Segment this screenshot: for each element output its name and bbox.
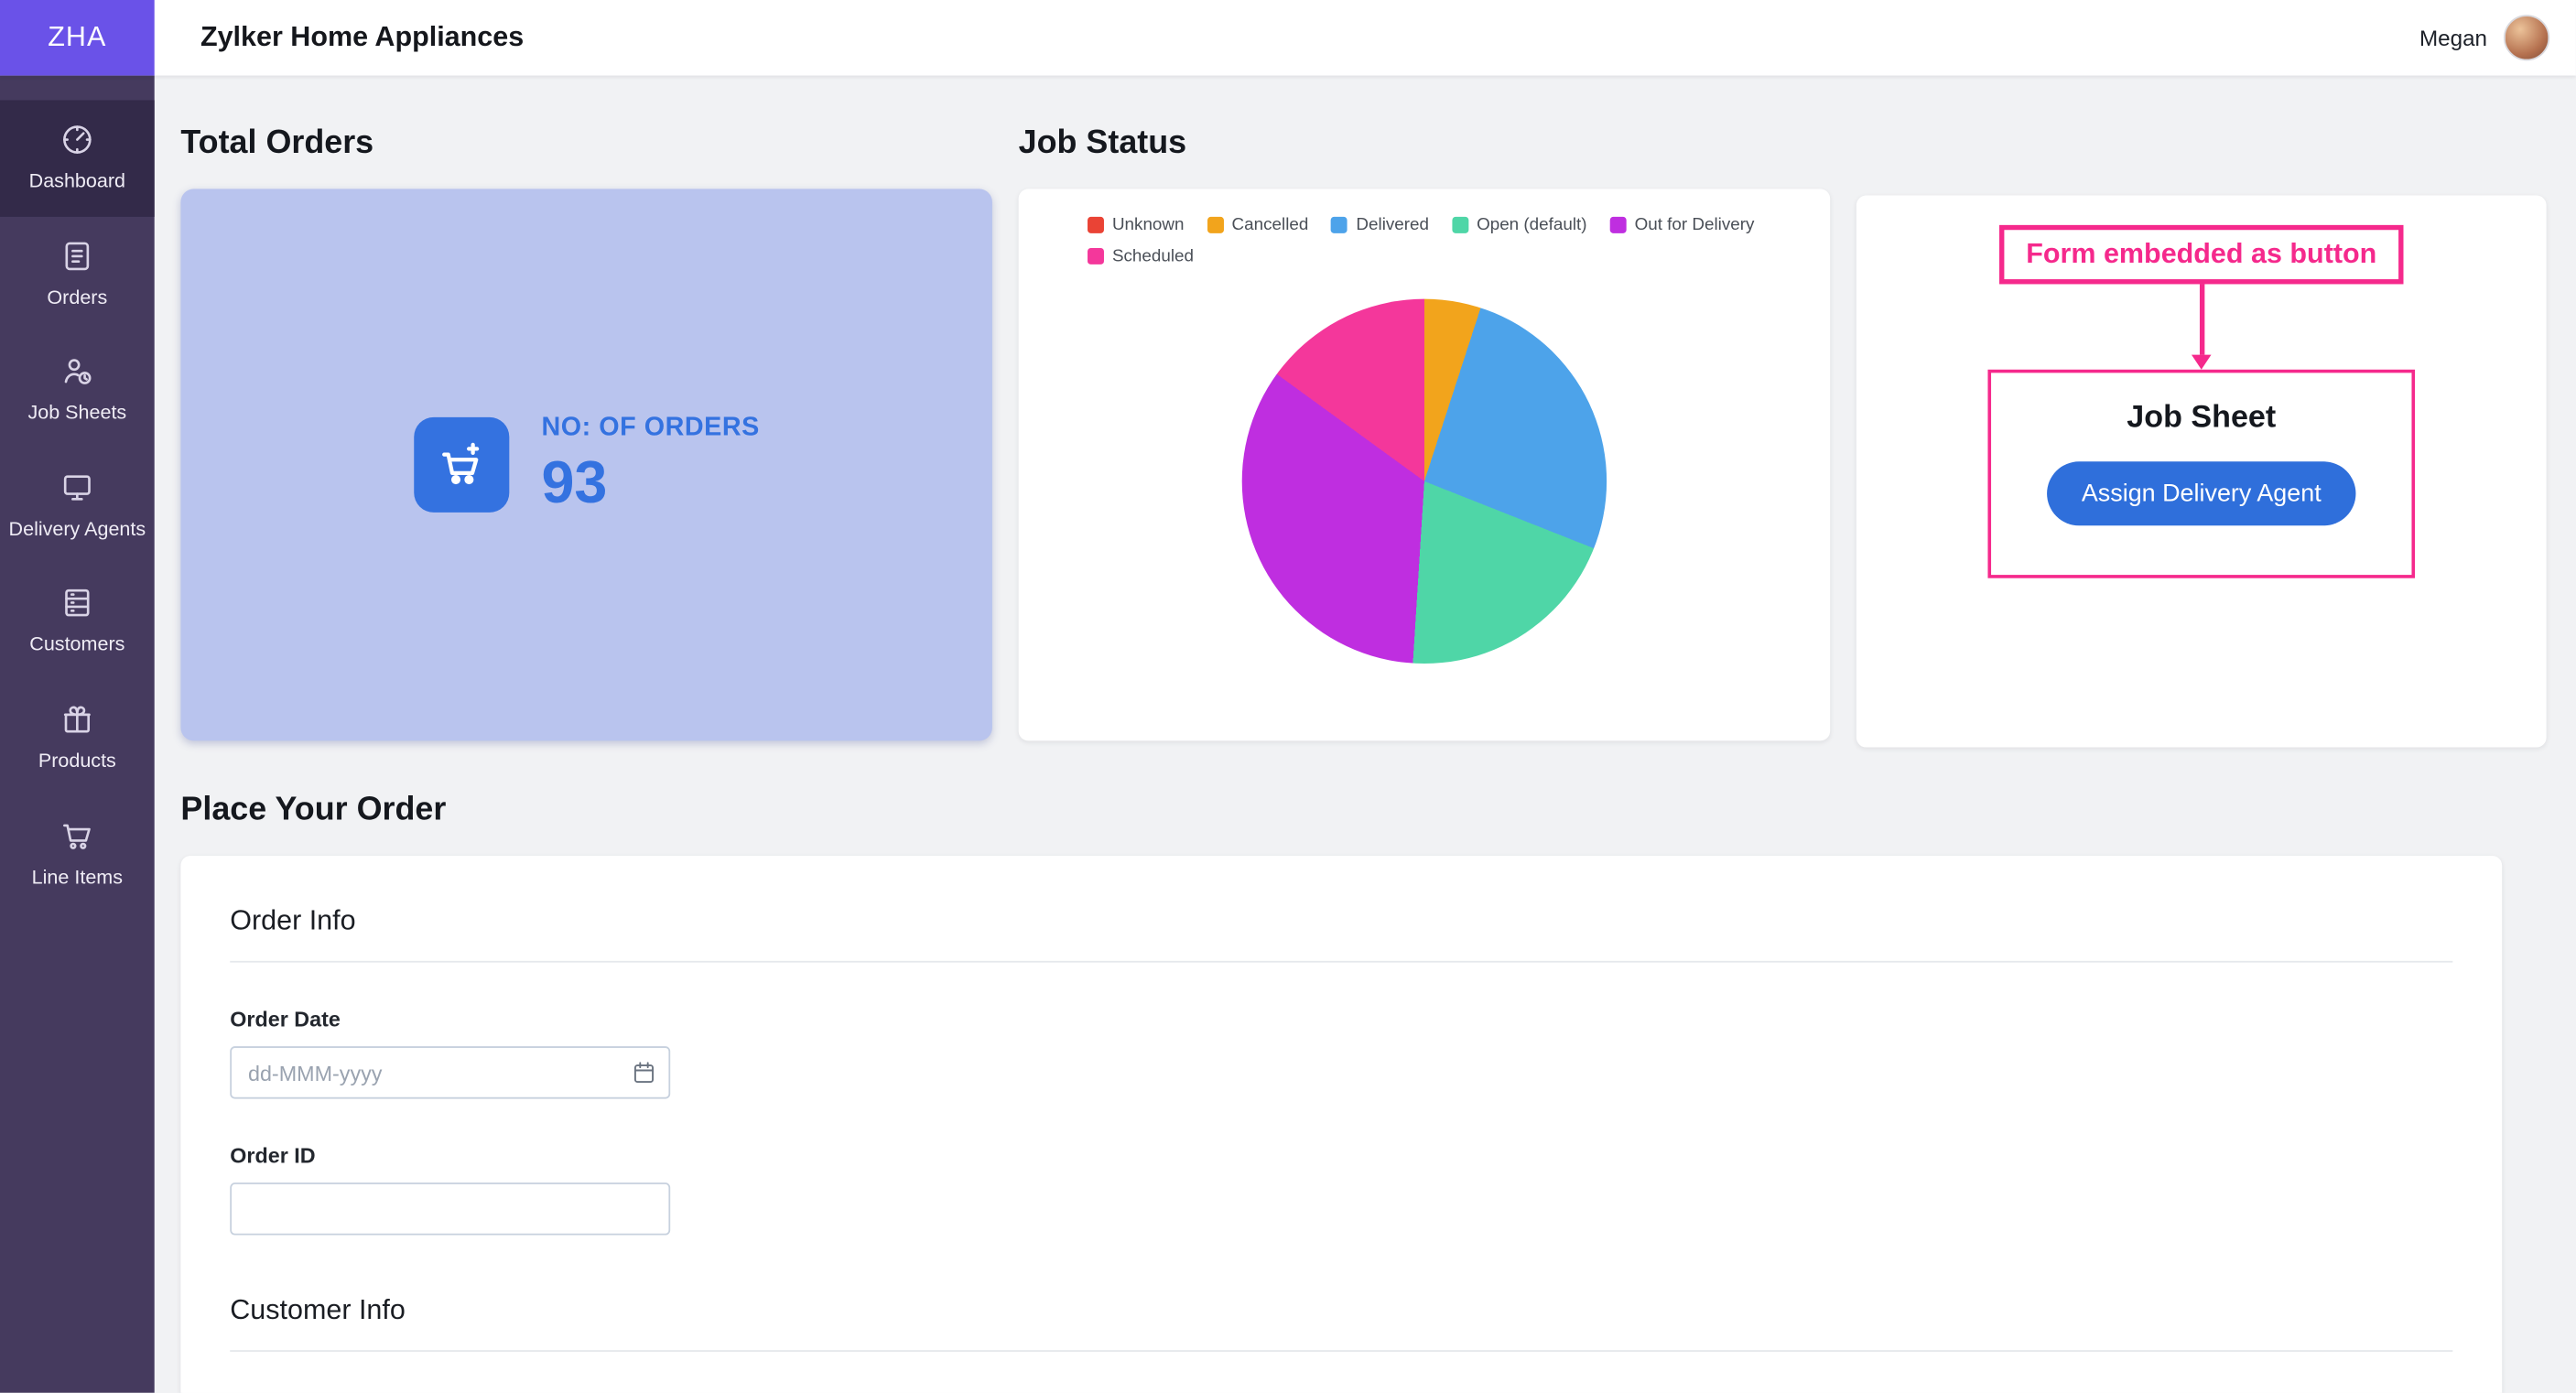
annotation-arrow [1856, 284, 2547, 370]
legend-label: Out for Delivery [1634, 215, 1755, 235]
legend-label: Delivered [1356, 215, 1430, 235]
sidebar-item-dashboard[interactable]: Dashboard [0, 100, 155, 217]
order-id-field: Order ID [230, 1143, 2452, 1236]
sidebar-item-label: Customers [29, 632, 125, 656]
order-id-input-wrap [230, 1182, 671, 1236]
dashboard-icon [60, 122, 95, 157]
sidebar-item-label: Products [38, 749, 116, 772]
legend-item[interactable]: Out for Delivery [1609, 215, 1755, 235]
legend-item[interactable]: Scheduled [1088, 246, 1194, 266]
arrow-line [2199, 284, 2204, 355]
sidebar-item-label: Delivery Agents [8, 516, 146, 541]
job-status-card: Unknown Cancelled Delivered Open (default) O… [1018, 189, 1831, 741]
legend-label: Cancelled [1231, 215, 1309, 235]
top-bar: ZHA Zylker Home Appliances Megan [0, 0, 2576, 76]
orders-icon [60, 237, 95, 273]
divider [230, 1350, 2453, 1352]
legend-item[interactable]: Delivered [1331, 215, 1429, 235]
customers-icon [60, 586, 95, 621]
place-order-heading: Place Your Order [180, 791, 447, 828]
sidebar: Dashboard Orders Job Sheets Delivery Agents… [0, 75, 155, 1393]
order-date-input[interactable] [230, 1046, 671, 1099]
total-orders-card: NO: OF ORDERS 93 [180, 189, 992, 741]
embedded-form-card: Form embedded as button Job Sheet Assign… [1856, 195, 2547, 748]
delivery-agents-icon [60, 470, 95, 505]
sidebar-item-label: Line Items [31, 864, 124, 889]
legend-item[interactable]: Unknown [1088, 215, 1185, 235]
cart-plus-icon [413, 416, 509, 513]
stats-row: Total Orders NO: OF ORDERS 93 Job Status… [180, 124, 2548, 748]
embed-column: Form embedded as button Job Sheet Assign… [1856, 124, 2547, 748]
pie-chart [1241, 298, 1607, 664]
sidebar-item-delivery-agents[interactable]: Delivery Agents [0, 448, 155, 565]
place-order-section: Place Your Order Order Info Order Date O… [180, 792, 2548, 1393]
legend-label: Unknown [1111, 215, 1185, 235]
legend-label: Open (default) [1477, 215, 1587, 235]
divider [230, 960, 2453, 963]
sidebar-item-label: Job Sheets [27, 401, 127, 425]
total-orders-label: NO: OF ORDERS [541, 413, 760, 441]
total-orders-stat: NO: OF ORDERS 93 [541, 413, 759, 516]
order-info-heading: Order Info [230, 904, 356, 936]
sidebar-item-line-items[interactable]: Line Items [0, 796, 155, 912]
main-content: Total Orders NO: OF ORDERS 93 Job Status… [155, 76, 2576, 1393]
sidebar-item-orders[interactable]: Orders [0, 216, 155, 332]
assign-delivery-agent-button[interactable]: Assign Delivery Agent [2047, 461, 2356, 526]
sidebar-item-products[interactable]: Products [0, 680, 155, 796]
total-orders-column: Total Orders NO: OF ORDERS 93 [180, 124, 992, 747]
legend-swatch [1452, 216, 1469, 233]
legend-swatch [1088, 247, 1104, 265]
legend-item[interactable]: Open (default) [1452, 215, 1587, 235]
products-icon [60, 701, 95, 737]
legend-item[interactable]: Cancelled [1207, 215, 1309, 235]
annotation-callout: Form embedded as button [1999, 224, 2404, 285]
legend-swatch [1331, 216, 1348, 233]
user-name: Megan [2419, 25, 2488, 50]
line-items-icon [60, 817, 95, 853]
total-orders-value: 93 [541, 448, 608, 515]
sidebar-item-label: Dashboard [28, 168, 126, 192]
topbar-right: Megan [2419, 15, 2576, 61]
arrow-head-icon [2191, 354, 2212, 370]
order-date-label: Order Date [230, 1007, 341, 1032]
sidebar-item-label: Orders [47, 285, 108, 308]
calendar-icon[interactable] [631, 1060, 657, 1086]
sidebar-item-customers[interactable]: Customers [0, 564, 155, 680]
legend-swatch [1609, 216, 1627, 233]
customer-info-heading: Customer Info [230, 1294, 406, 1326]
job-status-heading: Job Status [1018, 124, 1187, 161]
chart-legend: Unknown Cancelled Delivered Open (default) O… [1044, 212, 1803, 266]
app-logo[interactable]: ZHA [0, 0, 155, 76]
order-date-input-wrap [230, 1046, 671, 1099]
legend-label: Scheduled [1111, 246, 1195, 266]
order-form-card: Order Info Order Date Order ID Customer … [180, 855, 2503, 1393]
job-status-column: Job Status Unknown Cancelled Delivered Open… [1018, 124, 1831, 747]
order-id-label: Order ID [230, 1143, 316, 1168]
job-sheets-icon [60, 353, 95, 389]
app-title: Zylker Home Appliances [200, 21, 525, 53]
order-date-field: Order Date [230, 1007, 2452, 1099]
sidebar-item-job-sheets[interactable]: Job Sheets [0, 332, 155, 448]
legend-swatch [1207, 216, 1224, 233]
job-sheet-title: Job Sheet [2127, 400, 2277, 436]
total-orders-heading: Total Orders [180, 124, 374, 161]
order-id-input[interactable] [230, 1182, 671, 1236]
user-avatar[interactable] [2503, 15, 2550, 61]
legend-swatch [1088, 216, 1104, 233]
job-sheet-form-outline: Job Sheet Assign Delivery Agent [1987, 369, 2416, 578]
